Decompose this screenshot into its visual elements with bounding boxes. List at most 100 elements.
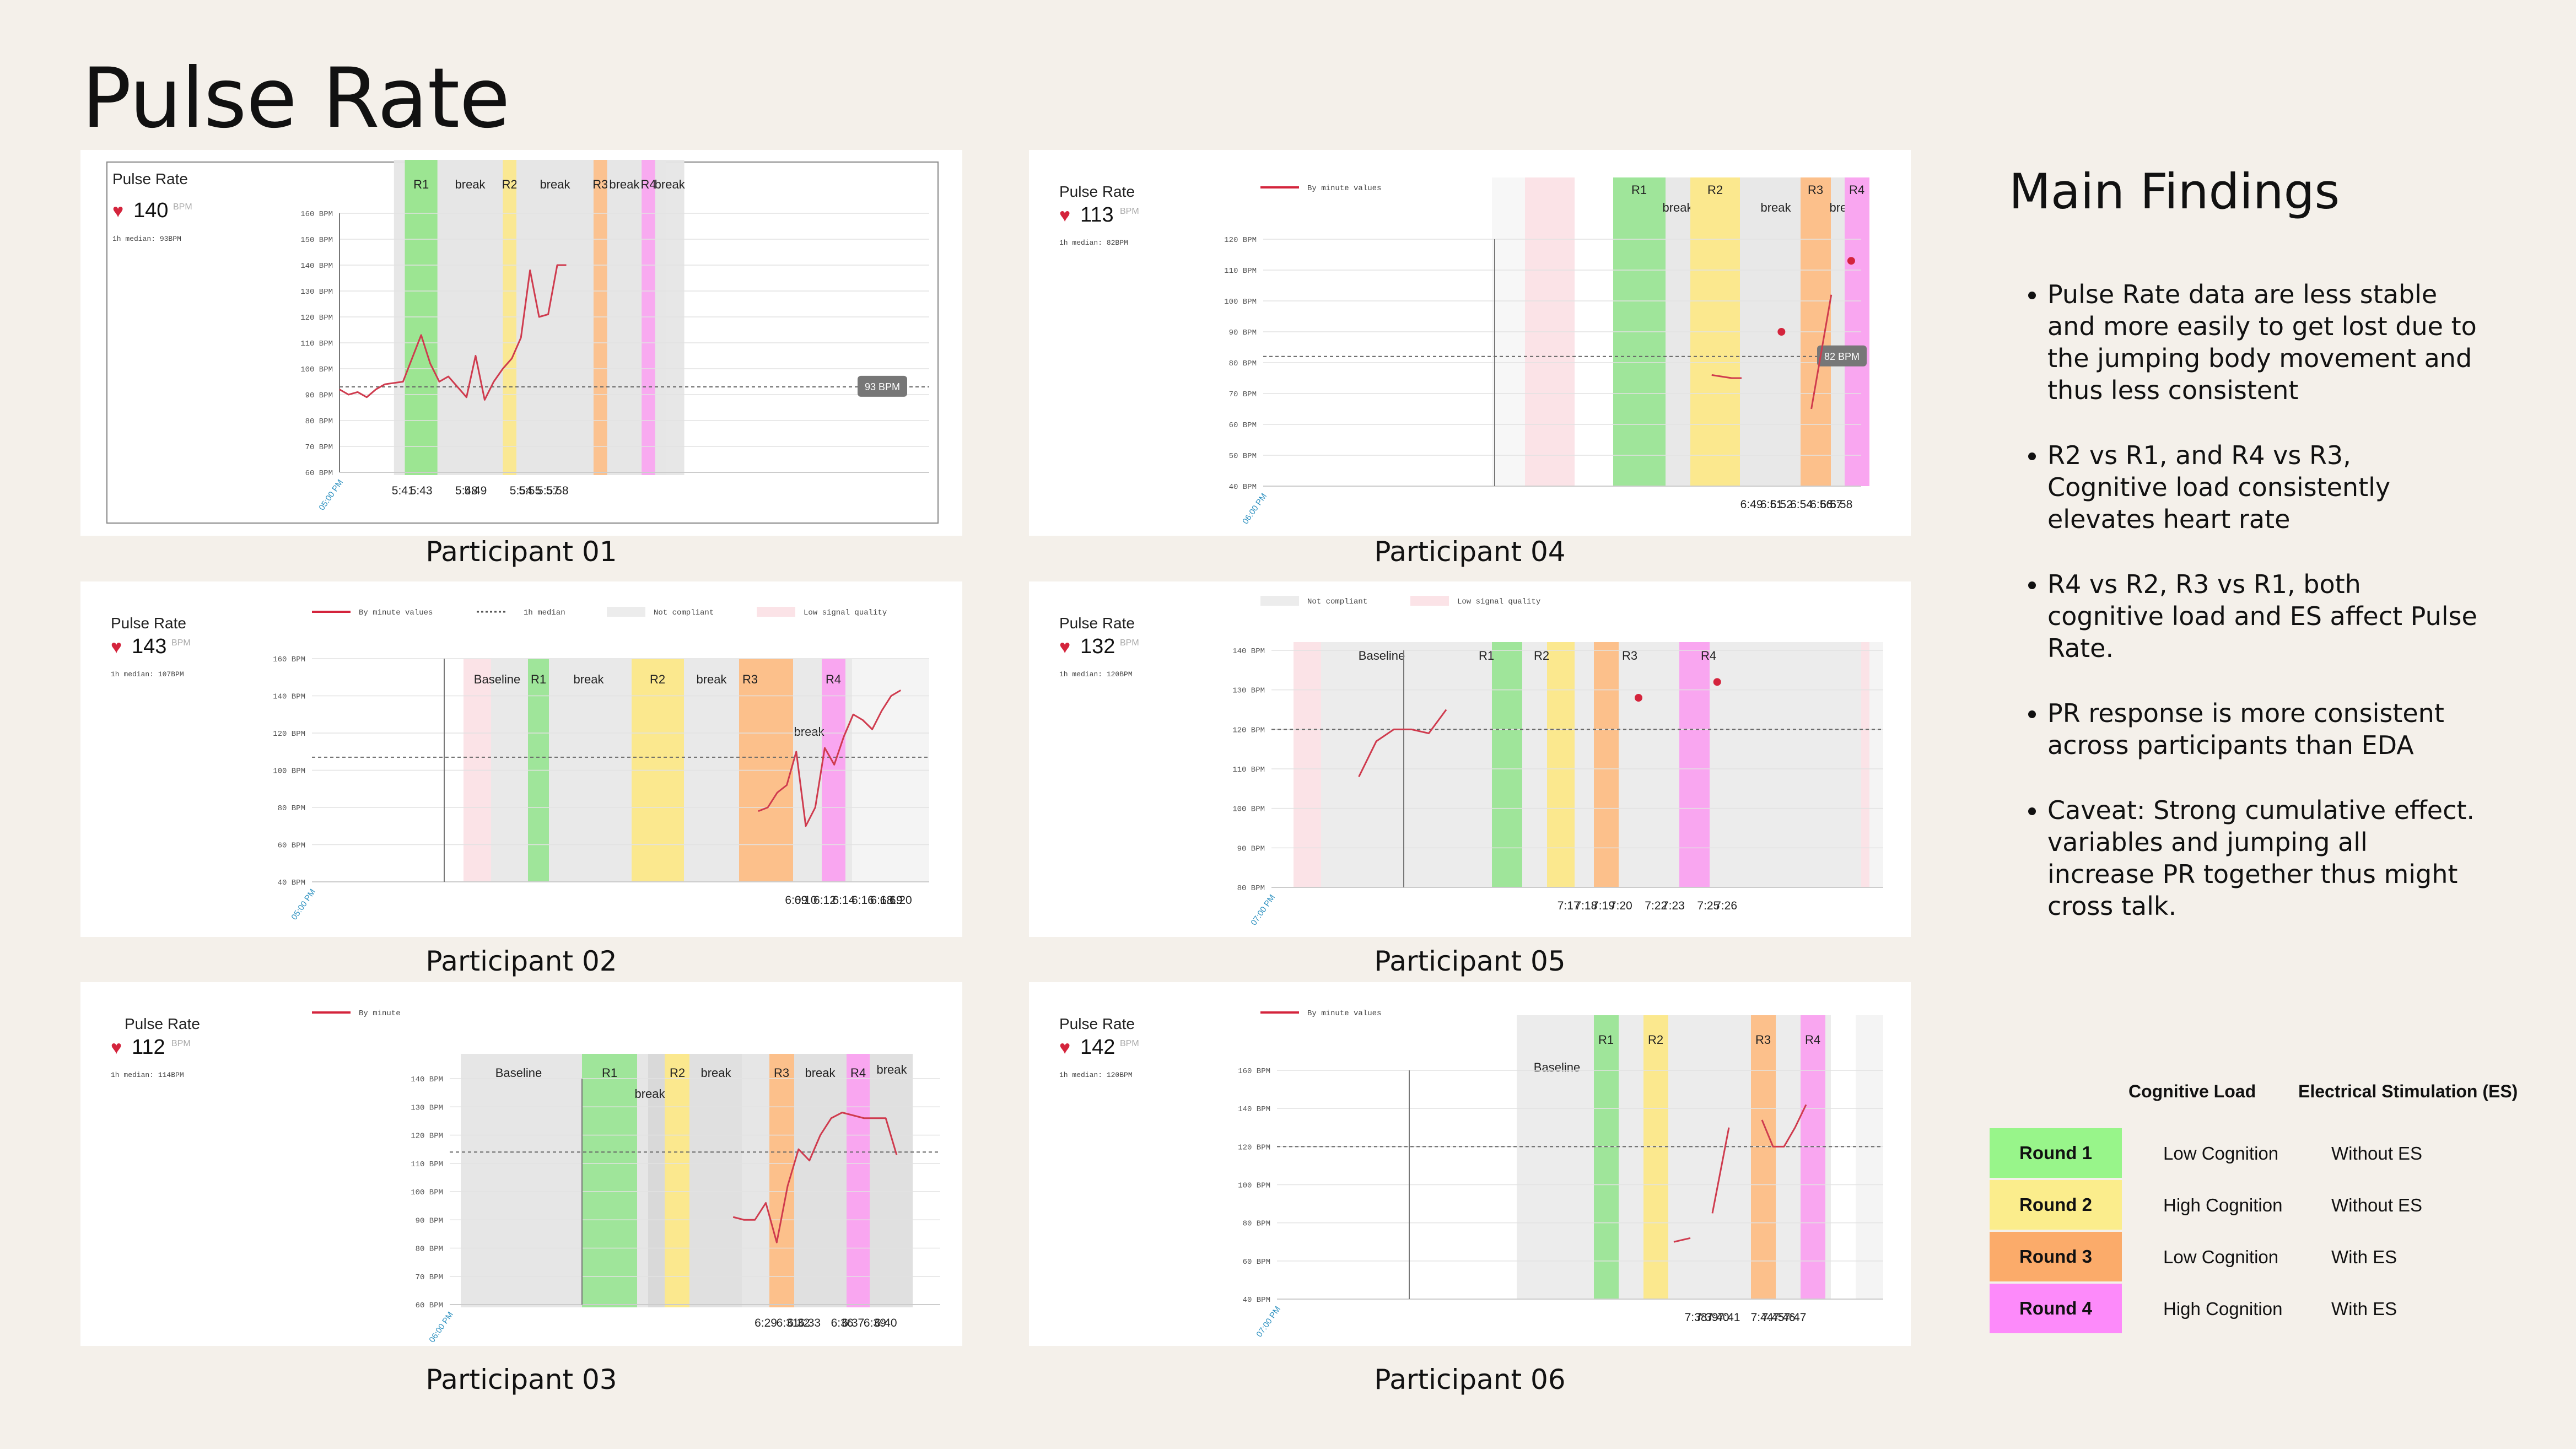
x-tick-label: 5:54: [510, 484, 532, 497]
legend-not-compliant-swatch: [607, 607, 645, 617]
median-badge-label: 93 BPM: [865, 381, 900, 392]
y-tick-label: 70 BPM: [1229, 390, 1257, 399]
band-label: break: [1662, 201, 1693, 214]
y-tick-label: 140 BPM: [411, 1075, 443, 1084]
chart-panel-p04: Pulse Rate ♥ 113 BPM 1h median: 82BPM By minu…: [1029, 150, 1911, 536]
x-tick-label: 6:49: [1740, 498, 1763, 511]
x-tick-label: 7:47: [1784, 1311, 1807, 1324]
band-gray: [437, 160, 503, 475]
finding-item: R4 vs R2, R3 vs R1, both cognitive load …: [2047, 568, 2477, 664]
y-tick-label: 90 BPM: [1229, 328, 1257, 337]
y-tick-label: 110 BPM: [1232, 766, 1265, 774]
band: [794, 1054, 847, 1307]
series-line: [1711, 1127, 1730, 1214]
band-r4: [642, 160, 655, 475]
legend-round-4-swatch: Round 4: [1990, 1284, 2122, 1333]
y-tick-label: 60 BPM: [1243, 1258, 1270, 1267]
x-tick-label: 7:38: [1685, 1311, 1707, 1324]
current-value: 112: [132, 1036, 165, 1059]
y-tick-label: 60 BPM: [416, 1301, 443, 1310]
y-tick-label: 60 BPM: [278, 842, 305, 850]
x-tick-label: 5:57: [537, 484, 559, 497]
y-tick-label: 70 BPM: [416, 1273, 443, 1282]
series-line: [1711, 374, 1742, 379]
participant-label-p02: Participant 02: [425, 945, 617, 977]
band-label: break: [1760, 201, 1791, 214]
current-value-unit: BPM: [1120, 207, 1139, 216]
current-value-unit: BPM: [1120, 638, 1139, 648]
x-tick-label: 6:09: [785, 894, 807, 907]
band-label: break: [455, 177, 486, 191]
band-label: R3: [1755, 1033, 1771, 1047]
chart-title: Pulse Rate: [111, 615, 186, 632]
participant-label-p06: Participant 06: [1374, 1364, 1566, 1396]
legend-round-1-es: Without ES: [2331, 1143, 2423, 1163]
x-tick-label: 6:39: [864, 1317, 886, 1329]
x-tick-label: 6:16: [852, 894, 874, 907]
x-tick-label: 6:51: [1760, 498, 1783, 511]
x-tick-label: 7:26: [1715, 899, 1737, 912]
x-tick-label: 7:45: [1762, 1311, 1785, 1324]
legend-round-3-es: With ES: [2331, 1247, 2397, 1267]
band-label: R4: [826, 672, 841, 686]
band: [689, 1054, 742, 1307]
y-tick-label: 160 BPM: [1238, 1067, 1270, 1076]
axis-start-label: 05:00 PM: [289, 887, 317, 922]
current-value: 142: [1080, 1036, 1115, 1059]
y-tick-label: 90 BPM: [416, 1216, 443, 1225]
band-r3: [593, 160, 607, 475]
heart-icon: ♥: [1059, 205, 1070, 226]
band: [1856, 1015, 1883, 1299]
x-tick-label: 7:25: [1697, 899, 1720, 912]
band-label: break: [876, 1063, 907, 1076]
band-gray: [607, 160, 642, 475]
x-tick-label: 6:56: [1810, 498, 1833, 511]
y-tick-label: 70 BPM: [305, 443, 333, 452]
y-tick-label: 130 BPM: [1232, 687, 1265, 696]
band: [1517, 1015, 1831, 1299]
axis-start-label: 05:00 PM: [317, 478, 345, 512]
band: [1643, 1015, 1668, 1299]
chart-panel-p02: Pulse Rate ♥ 143 BPM 1h median: 107BPM By min…: [80, 581, 962, 937]
series-line: [1673, 1237, 1691, 1243]
x-tick-label: 6:10: [795, 894, 817, 907]
pulse-rate-chart-p03: Pulse Rate♥ 112 BPM 1h median: 114BPM By min…: [111, 1009, 940, 1344]
data-point: [1777, 328, 1786, 336]
chart-title: Pulse Rate: [1059, 183, 1135, 200]
chart-title: Pulse Rate: [125, 1015, 200, 1032]
legend-header-cognitive-load: Cognitive Load: [2128, 1081, 2256, 1101]
band-label: break: [700, 1066, 731, 1080]
findings-title: Main Findings: [2009, 163, 2340, 220]
y-tick-label: 100 BPM: [300, 365, 333, 374]
x-tick-label: 6:32: [787, 1317, 810, 1329]
series-line: [339, 264, 567, 401]
participant-label-p03: Participant 03: [425, 1364, 617, 1396]
median-badge: [858, 375, 907, 397]
x-tick-label: 5:55: [519, 484, 541, 497]
legend-item-label: Low signal quality: [804, 608, 887, 617]
y-tick-label: 130 BPM: [300, 288, 333, 297]
y-tick-label: 80 BPM: [416, 1245, 443, 1254]
y-tick-label: 80 BPM: [1229, 359, 1257, 368]
y-tick-label: 60 BPM: [305, 469, 333, 478]
y-tick-label: 100 BPM: [1224, 298, 1257, 306]
legend-low-signal-swatch: [757, 607, 795, 617]
x-tick-label: 6:12: [813, 894, 836, 907]
x-tick-label: 7:23: [1662, 899, 1685, 912]
median-caption: 1h median: 93BPM: [112, 235, 181, 243]
participant-label-p05: Participant 05: [1374, 945, 1566, 977]
band: [1547, 642, 1575, 887]
median-caption: 1h median: 114BPM: [111, 1071, 184, 1079]
y-tick-label: 80 BPM: [305, 417, 333, 426]
x-tick-label: 7:18: [1575, 899, 1597, 912]
band-label: Baseline: [495, 1066, 542, 1080]
legend-item-label: By minute values: [359, 608, 433, 617]
x-tick-label: 5:58: [546, 484, 569, 497]
x-tick-label: 5:43: [410, 484, 433, 497]
participant-label-p04: Participant 04: [1374, 536, 1566, 568]
band-label: R3: [1808, 183, 1823, 197]
band-label: R3: [774, 1066, 789, 1080]
finding-item: R2 vs R1, and R4 vs R3, Cognitive load c…: [2047, 439, 2477, 535]
series-line: [1810, 294, 1833, 410]
y-tick-label: 160 BPM: [300, 210, 333, 219]
